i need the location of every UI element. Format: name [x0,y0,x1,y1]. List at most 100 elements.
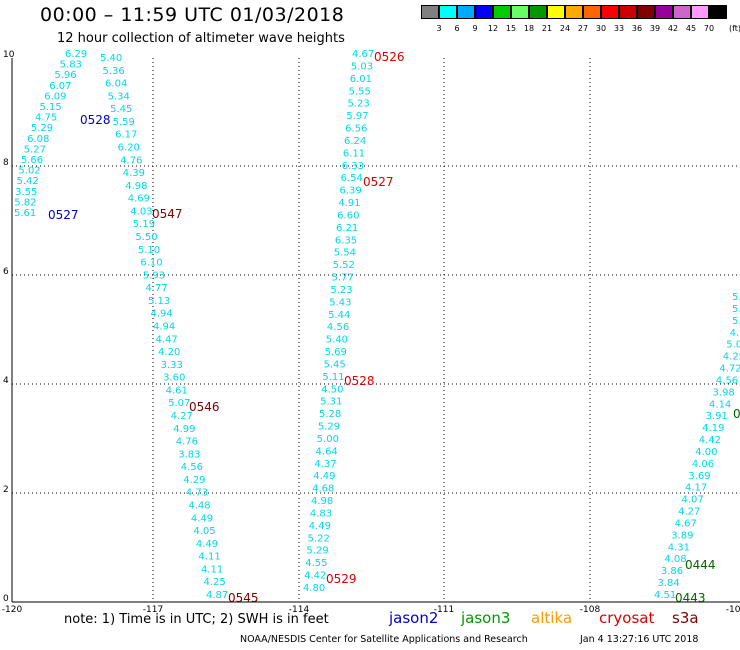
wave-height-value: 5.36 [103,66,125,77]
wave-height-value: 5.03 [726,340,740,351]
satellite-altika: altika [531,609,573,627]
wave-height-value: 4.98 [125,181,147,192]
wave-height-value: 4.42 [304,571,326,582]
wave-height-value: 3.89 [671,530,693,541]
wave-height-value: 4.96 [730,328,740,339]
wave-height-value: 4.14 [709,399,731,410]
wave-height-value: 6.35 [335,235,357,246]
wave-height-value: 5.61 [14,208,36,219]
legend-label: 42 [667,24,679,33]
satellite-s3a: s3a [672,609,699,627]
wave-height-value: 5.82 [14,197,36,208]
wave-height-value: 4.25 [203,577,225,588]
legend-swatch [457,5,475,19]
legend-swatch [619,5,637,19]
pass-time-label: 0527 [363,175,394,189]
wave-height-value: 4.39 [123,168,145,179]
wave-height-value: 3.98 [712,387,734,398]
wave-height-value: 4.69 [128,194,150,205]
satellite-cryosat: cryosat [599,609,655,627]
legend-swatch [691,5,709,19]
wave-height-value: 5.8 [732,316,740,327]
wave-height-value: 4.99 [173,424,195,435]
legend-swatch [439,5,457,19]
wave-height-value: 5.23 [347,99,369,110]
wave-height-value: 4.49 [196,539,218,550]
pass-time-label: 0545 [228,591,259,605]
wave-height-value: 4.91 [338,198,360,209]
wave-height-value: 3.91 [706,411,728,422]
pass-time-label: 0 [733,407,740,421]
wave-height-value: 5.23 [330,285,352,296]
wave-height-value: 3.83 [178,449,200,460]
legend-swatch [547,5,565,19]
wave-height-value: 4.67 [352,49,374,60]
y-tick-label: 0 [3,594,9,604]
legend-swatch [583,5,601,19]
wave-height-value: 6.29 [65,49,87,60]
wave-height-value: 5.19 [133,219,155,230]
wave-height-value: 4.49 [309,521,331,532]
y-tick-label: 6 [3,267,9,277]
wave-height-value: 4.49 [191,513,213,524]
legend-label: 3 [436,24,442,33]
legend-label: 21 [541,24,553,33]
wave-height-value: 6.07 [49,81,71,92]
wave-height-value: 5.93 [143,270,165,281]
wave-height-value: 6.09 [44,91,66,102]
wave-height-value: 4.73 [186,488,208,499]
wave-height-value: 4.75 [35,113,57,124]
wave-height-value: 4.67 [675,518,697,529]
wave-height-value: 5.34 [108,91,130,102]
wave-height-value: 5.45 [324,359,346,370]
timestamp: Jan 4 13:27:16 UTC 2018 [580,634,699,645]
x-tick-label: -111 [434,605,454,615]
wave-height-value: 5.55 [349,86,371,97]
wave-height-value: 4.80 [303,583,325,594]
wave-height-value: 4.08 [664,554,686,565]
wave-height-value: 4.06 [692,459,714,470]
footer-note: note: 1) Time is in UTC; 2) SWH is in fe… [64,612,329,627]
map-subtitle: 12 hour collection of altimeter wave hei… [57,31,345,46]
map-title: 00:00 – 11:59 UTC 01/03/2018 [40,4,345,26]
wave-height-value: 5.15 [40,102,62,113]
wave-height-value: 5.42 [16,176,38,187]
wave-height-value: 5.27 [24,144,46,155]
wave-height-value: 3.86 [661,566,683,577]
wave-height-value: 4.56 [327,322,349,333]
wave-height-value: 5.66 [21,155,43,166]
wave-height-value: 4.03 [130,206,152,217]
pass-time-label: 0547 [152,207,183,221]
legend-swatch [493,5,511,19]
wave-height-value: 4.48 [188,501,210,512]
legend-swatch [637,5,655,19]
wave-height-value: 5.07 [168,398,190,409]
x-tick-label: -114 [289,605,310,615]
wave-height-value: 4.27 [678,507,700,518]
wave-height-value: 6.17 [115,130,137,141]
wave-height-value: 6.11 [343,148,365,159]
legend-label: 30 [595,24,607,33]
legend-label: 45 [685,24,697,33]
legend-swatch [709,5,727,19]
wave-height-value: 4.76 [120,155,142,166]
legend-swatch [511,5,529,19]
wave-height-value: 5.11 [322,372,344,383]
wave-height-value: 3.84 [657,578,679,589]
wave-height-value: 5.50 [135,232,157,243]
wave-height-value: 4.64 [316,446,338,457]
wave-height-value: 4.72 [719,364,740,375]
wave-height-value: 3.55 [15,187,37,198]
wave-height-value: 6.01 [350,74,372,85]
x-tick-label: -105 [726,605,740,615]
wave-height-value: 3.69 [688,471,710,482]
wave-height-value: 4.31 [668,542,690,553]
pass-time-label: 0528 [344,374,375,388]
wave-height-value: 5.00 [317,434,339,445]
satellite-jason3: jason3 [461,609,511,627]
x-tick-label: -117 [143,605,163,615]
legend-swatch [421,5,439,19]
wave-height-value: 4.00 [695,447,717,458]
y-tick-label: 4 [3,376,9,386]
